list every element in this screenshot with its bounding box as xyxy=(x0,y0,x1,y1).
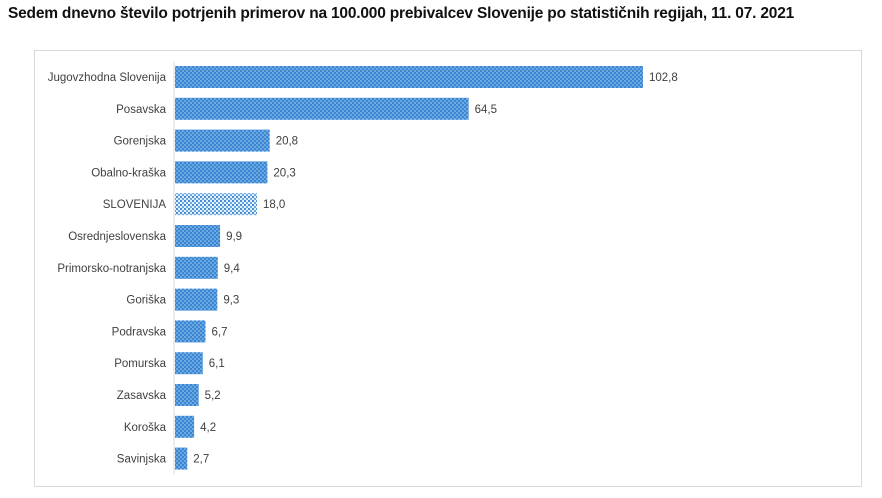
chart-frame xyxy=(34,50,862,487)
chart-title: Sedem dnevno število potrjenih primerov … xyxy=(8,5,795,22)
data-label: 4,2 xyxy=(200,422,216,434)
data-label: 9,9 xyxy=(226,231,242,243)
category-label: Primorsko-notranjska xyxy=(57,263,166,275)
category-label: Savinjska xyxy=(117,454,167,466)
data-label: 6,1 xyxy=(209,358,225,370)
data-label: 20,8 xyxy=(276,136,298,148)
bar xyxy=(175,288,218,311)
category-label: Obalno-kraška xyxy=(91,167,166,179)
data-label: 9,4 xyxy=(224,263,241,275)
bar xyxy=(175,66,643,88)
bar xyxy=(175,161,268,184)
category-label: Osrednjeslovenska xyxy=(68,231,166,243)
bar xyxy=(175,384,199,406)
bar xyxy=(175,193,257,216)
data-label: 102,8 xyxy=(649,72,678,84)
data-label: 18,0 xyxy=(263,199,285,211)
bar xyxy=(175,225,221,247)
bar xyxy=(175,97,469,120)
category-label: SLOVENIJA xyxy=(103,199,167,211)
category-label: Pomurska xyxy=(114,358,166,370)
category-label: Koroška xyxy=(124,422,167,434)
category-label: Goriška xyxy=(126,295,166,307)
bar xyxy=(175,320,206,343)
data-label: 5,2 xyxy=(205,390,221,402)
category-label: Jugovzhodna Slovenija xyxy=(48,72,167,84)
data-label: 64,5 xyxy=(475,104,497,116)
bar xyxy=(175,352,203,375)
category-label: Zasavska xyxy=(117,390,167,402)
data-label: 6,7 xyxy=(212,326,228,338)
bar xyxy=(175,129,270,152)
category-label: Gorenjska xyxy=(114,136,167,148)
data-label: 20,3 xyxy=(273,167,295,179)
bar xyxy=(175,256,218,279)
bar xyxy=(175,447,188,470)
data-label: 9,3 xyxy=(223,295,239,307)
bar xyxy=(175,415,195,438)
category-label: Podravska xyxy=(112,326,167,338)
data-label: 2,7 xyxy=(193,454,209,466)
category-label: Posavska xyxy=(116,104,166,116)
